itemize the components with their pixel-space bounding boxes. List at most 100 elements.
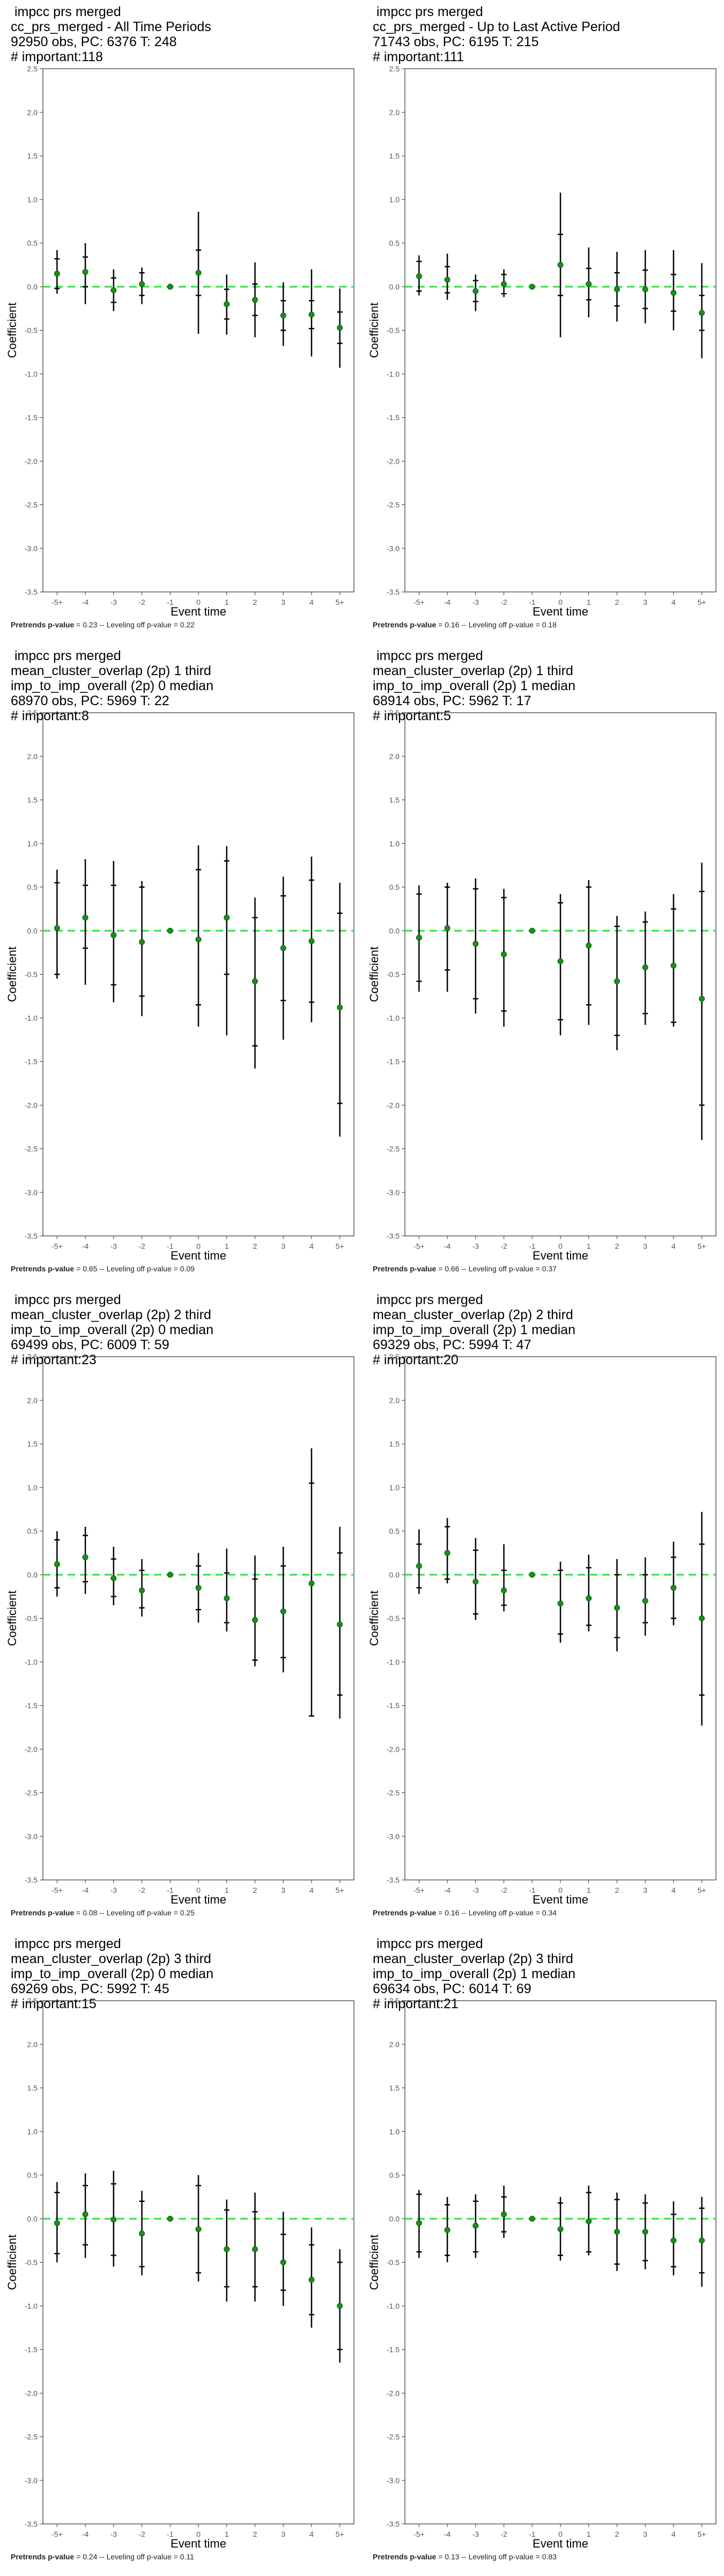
y-tick-label: 2.5 <box>389 708 400 717</box>
panel-title-line: 92950 obs, PC: 6376 T: 248 <box>11 34 177 49</box>
point-estimate <box>472 1578 479 1585</box>
x-tick-label: 0 <box>196 1242 201 1250</box>
y-axis-label: Coefficient <box>5 1591 19 1646</box>
point-estimate <box>416 273 422 280</box>
point-estimate <box>699 2237 705 2244</box>
point-estimate <box>501 1587 507 1593</box>
x-tick-label: 5+ <box>698 1242 706 1250</box>
y-tick-label: 1.0 <box>27 839 38 848</box>
point-estimate <box>167 2215 173 2222</box>
y-tick-label: 0.5 <box>389 239 400 247</box>
chart-panel-6: impcc prs merged mean_cluster_overlap (2p… <box>362 1288 724 1932</box>
pvalue-footer: Pretrends p-value = 0.16 -- Leveling off… <box>373 620 557 629</box>
point-estimate <box>586 2218 592 2224</box>
point-estimate <box>586 281 592 287</box>
x-tick-label: -2 <box>500 2530 507 2538</box>
pvalue-footer: Pretrends p-value = 0.16 -- Leveling off… <box>373 1908 557 1917</box>
x-tick-label: 3 <box>281 1886 285 1894</box>
y-tick-label: 1.5 <box>389 2084 400 2092</box>
panel-title-line: impcc prs merged <box>373 648 483 663</box>
panel-title-line: # important:111 <box>373 49 464 64</box>
chart-panel-5: impcc prs merged mean_cluster_overlap (2p… <box>0 1288 362 1932</box>
y-tick-label: -2.5 <box>25 2433 38 2441</box>
point-estimate <box>557 1600 564 1607</box>
point-estimate <box>586 1595 592 1601</box>
y-tick-label: 1.5 <box>389 152 400 160</box>
x-tick-label: 1 <box>587 2530 591 2538</box>
point-estimate <box>195 936 202 942</box>
x-axis-label: Event time <box>533 605 588 617</box>
x-tick-label: 5+ <box>336 1886 344 1894</box>
y-tick-label: 0.0 <box>27 1570 38 1579</box>
pvalue-footer-values: = 0.24 -- Leveling off p-value = 0.11 <box>74 2552 194 2561</box>
pvalue-footer-label: Pretrends p-value <box>373 1264 437 1273</box>
point-estimate <box>557 2226 564 2233</box>
x-tick-label: 1 <box>225 1242 229 1250</box>
panel-title-line: # important:20 <box>373 1352 459 1367</box>
point-estimate <box>308 938 315 945</box>
point-estimate <box>529 1571 535 1578</box>
pvalue-footer-label: Pretrends p-value <box>11 1908 75 1917</box>
panel-title-line: impcc prs merged <box>373 1292 483 1307</box>
y-tick-label: 0.5 <box>27 239 38 247</box>
y-tick-label: -2.0 <box>387 2389 400 2397</box>
x-tick-label: 0 <box>196 2530 201 2538</box>
y-tick-label: 1.0 <box>389 1483 400 1492</box>
y-tick-label: -2.5 <box>387 501 400 509</box>
x-tick-label: 0 <box>196 598 201 606</box>
point-estimate <box>280 2259 286 2265</box>
x-tick-label: -5+ <box>51 598 63 606</box>
y-tick-label: -0.5 <box>387 1614 400 1623</box>
x-tick-label: -5+ <box>413 598 425 606</box>
x-tick-label: -2 <box>138 1242 145 1250</box>
y-tick-label: -1.0 <box>387 2302 400 2310</box>
pvalue-footer-values: = 0.13 -- Leveling off p-value = 0.83 <box>436 2552 557 2561</box>
point-estimate <box>444 1550 450 1556</box>
pvalue-footer-label: Pretrends p-value <box>373 620 437 629</box>
panel-title-line: imp_to_imp_overall (2p) 1 median <box>373 1322 575 1337</box>
x-tick-label: 0 <box>196 1886 201 1894</box>
y-tick-label: -3.0 <box>387 544 400 553</box>
y-tick-label: 1.0 <box>27 195 38 204</box>
y-tick-label: -3.0 <box>25 1188 38 1197</box>
panel-title-line: impcc prs merged <box>11 4 121 19</box>
panel-title-line: cc_prs_merged - Up to Last Active Period <box>373 19 620 34</box>
point-estimate <box>110 932 117 938</box>
pvalue-footer: Pretrends p-value = 0.23 -- Leveling off… <box>11 620 195 629</box>
x-tick-label: -3 <box>110 598 117 606</box>
x-tick-label: 2 <box>615 1242 619 1250</box>
panel-title: impcc prs merged mean_cluster_overlap (2p… <box>373 1292 575 1367</box>
point-estimate <box>472 941 479 947</box>
y-tick-label: 2.5 <box>27 708 38 717</box>
y-tick-label: 2.5 <box>389 64 400 73</box>
panel-title-line: 71743 obs, PC: 6195 T: 215 <box>373 34 539 49</box>
x-tick-label: -1 <box>167 1242 174 1250</box>
panel-title-line: imp_to_imp_overall (2p) 0 median <box>11 1966 213 1981</box>
panel-title-line: 69634 obs, PC: 6014 T: 69 <box>373 1981 531 1996</box>
x-tick-label: -3 <box>472 2530 479 2538</box>
point-estimate <box>670 962 677 969</box>
y-tick-label: -0.5 <box>25 326 38 335</box>
y-tick-label: 1.0 <box>389 2127 400 2136</box>
pvalue-footer-values: = 0.23 -- Leveling off p-value = 0.22 <box>74 620 195 629</box>
point-estimate <box>557 262 564 268</box>
point-estimate <box>699 996 705 1002</box>
panel-title-line: # important:118 <box>11 49 103 64</box>
x-tick-label: -2 <box>500 1242 507 1250</box>
x-tick-label: 5+ <box>698 2530 706 2538</box>
panel-title-line: # important:15 <box>11 1996 97 2011</box>
x-tick-label: -2 <box>500 1886 507 1894</box>
x-tick-label: -3 <box>110 1886 117 1894</box>
x-tick-label: 4 <box>671 1242 676 1250</box>
y-tick-label: -2.5 <box>25 1145 38 1153</box>
y-tick-label: 1.5 <box>27 2084 38 2092</box>
point-estimate <box>308 311 315 318</box>
panel-title-line: 69329 obs, PC: 5994 T: 47 <box>373 1337 531 1352</box>
point-estimate <box>252 2246 258 2252</box>
point-estimate <box>224 1595 230 1601</box>
x-axis-label: Event time <box>533 1249 588 1261</box>
x-tick-label: -5+ <box>51 1886 63 1894</box>
y-tick-label: -1.0 <box>25 1014 38 1022</box>
chart-panel-2: impcc prs merged cc_prs_merged - Up to La… <box>362 0 724 644</box>
y-tick-label: -1.0 <box>25 1658 38 1666</box>
